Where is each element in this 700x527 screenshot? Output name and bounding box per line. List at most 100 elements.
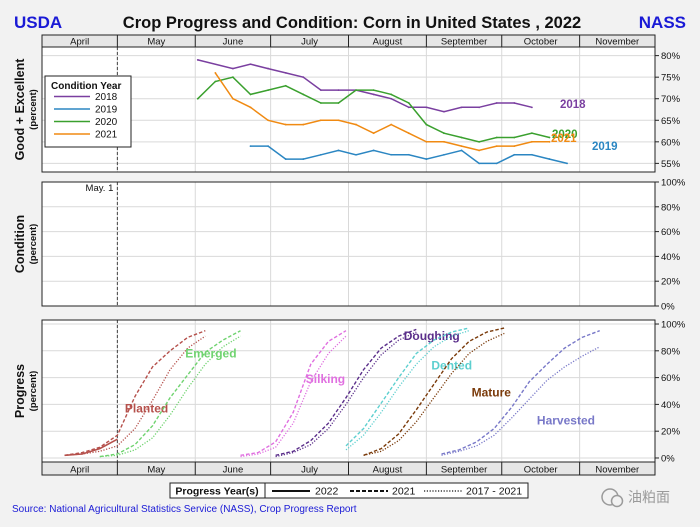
y-tick-label: 40%: [661, 400, 681, 411]
data-point-2020: [530, 132, 533, 135]
legend-label-2021: 2021: [392, 486, 416, 498]
data-point-2019: [355, 153, 357, 156]
data-point-2021: [390, 123, 393, 126]
data-point-2018: [513, 102, 516, 104]
data-point-2020: [284, 84, 287, 87]
watermark-text: 油粕面: [628, 489, 670, 505]
legend-label-2018: 2018: [95, 92, 118, 103]
progress-avg-planted: [64, 335, 206, 456]
data-point-2019: [302, 158, 305, 160]
data-point-2020: [443, 132, 445, 135]
data-point-2018: [390, 97, 393, 100]
y-axis-sublabel: (percent): [28, 224, 39, 265]
y-tick-label: 80%: [661, 346, 681, 357]
data-point-2019: [267, 145, 270, 148]
data-point-2019: [530, 153, 533, 156]
y-tick-label: 80%: [661, 202, 681, 213]
nass-label: NASS: [639, 13, 686, 32]
data-point-2020: [302, 93, 305, 96]
y-axis-sublabel: (percent): [28, 89, 39, 130]
plot-border: [41, 181, 656, 307]
data-point-2019: [513, 153, 516, 156]
stage-label-dented: Dented: [431, 359, 472, 373]
month-label: April: [70, 37, 89, 48]
data-point-2021: [372, 132, 375, 135]
month-label: November: [595, 465, 639, 476]
progress-avg-harvested: [441, 346, 601, 456]
end-label-2019: 2019: [592, 141, 618, 153]
top-month-strip: April May June July August September October No…: [41, 34, 656, 48]
legend-label-2022: 2022: [315, 486, 339, 498]
bottom-month-strip: April May June July August September October No…: [41, 461, 656, 476]
data-point-2020: [267, 89, 270, 92]
month-label: May: [147, 465, 165, 476]
stage-label-doughing: Doughing: [404, 329, 460, 343]
progress-2021-silking: [240, 330, 347, 456]
data-point-2018: [249, 63, 252, 66]
data-point-2018: [407, 106, 410, 109]
series-line-2021: [214, 72, 550, 152]
data-point-2021: [249, 106, 252, 109]
y-tick-label: 80%: [661, 51, 681, 62]
progress-2021-emerged: [99, 330, 241, 458]
month-label: September: [441, 465, 487, 476]
data-point-2021: [407, 132, 410, 135]
y-tick-label: 100%: [661, 320, 686, 331]
progress-panel: 0% 20% 40% 60% 80% 100% Progress (percent) Plant…: [13, 319, 686, 464]
progress-2022-planted: [64, 438, 118, 457]
stage-label-harvested: Harvested: [537, 413, 595, 427]
data-point-2020: [214, 80, 217, 83]
month-label: July: [301, 465, 318, 476]
y-tick-label: 60%: [661, 227, 681, 238]
data-point-2020: [478, 140, 481, 143]
month-label: August: [373, 465, 403, 476]
good-excellent-panel: 55% 60% 65% 70% 75% 80% Good + Excellent (perce…: [13, 46, 681, 173]
end-label-2021: 2021: [551, 133, 577, 145]
legend-label-avg: 2017 - 2021: [466, 486, 522, 498]
data-point-2020: [372, 89, 375, 92]
data-point-2021: [443, 140, 445, 143]
data-point-2018: [530, 106, 533, 109]
data-point-2020: [513, 136, 516, 139]
y-tick-label: 70%: [661, 94, 681, 105]
month-label: October: [524, 37, 558, 48]
progress-legend: Progress Year(s) 2022 2021 2017 - 2021: [169, 482, 529, 499]
data-point-2018: [196, 59, 199, 61]
y-tick-label: 75%: [661, 73, 681, 84]
progress-2021-harvested: [441, 330, 600, 455]
data-point-2020: [249, 93, 252, 96]
data-point-2018: [232, 67, 234, 70]
y-tick-label: 0%: [661, 302, 675, 313]
source-note: Source: National Agricultural Statistics…: [12, 504, 357, 515]
data-point-2019: [372, 149, 375, 152]
month-label: April: [70, 465, 89, 476]
data-point-2018: [478, 106, 481, 109]
y-tick-label: 100%: [661, 178, 686, 189]
data-point-2019: [548, 158, 551, 160]
data-point-2019: [407, 153, 410, 156]
stage-label-mature: Mature: [472, 385, 512, 399]
data-point-2021: [319, 119, 322, 122]
stage-label-emerged: Emerged: [185, 347, 236, 361]
data-point-2021: [302, 123, 305, 126]
y-tick-label: 20%: [661, 277, 681, 288]
data-point-2021: [267, 119, 270, 122]
stage-label-planted: Planted: [125, 401, 168, 415]
chart-title: Crop Progress and Condition: Corn in Uni…: [123, 14, 581, 32]
month-label: June: [223, 37, 244, 48]
y-tick-label: 0%: [661, 453, 675, 464]
data-point-2021: [460, 145, 463, 148]
y-tick-label: 40%: [661, 252, 681, 263]
data-point-2020: [355, 89, 357, 92]
progress-2021-planted: [64, 330, 206, 456]
data-point-2019: [443, 153, 445, 156]
data-point-2021: [337, 119, 340, 122]
data-point-2020: [495, 136, 498, 139]
data-point-2021: [284, 123, 287, 126]
data-point-2019: [478, 162, 481, 165]
end-label-2020: 2020: [552, 129, 578, 141]
data-point-2020: [460, 136, 463, 139]
y-axis-sublabel: (percent): [28, 371, 39, 412]
y-axis-label: Good + Excellent: [13, 58, 27, 161]
